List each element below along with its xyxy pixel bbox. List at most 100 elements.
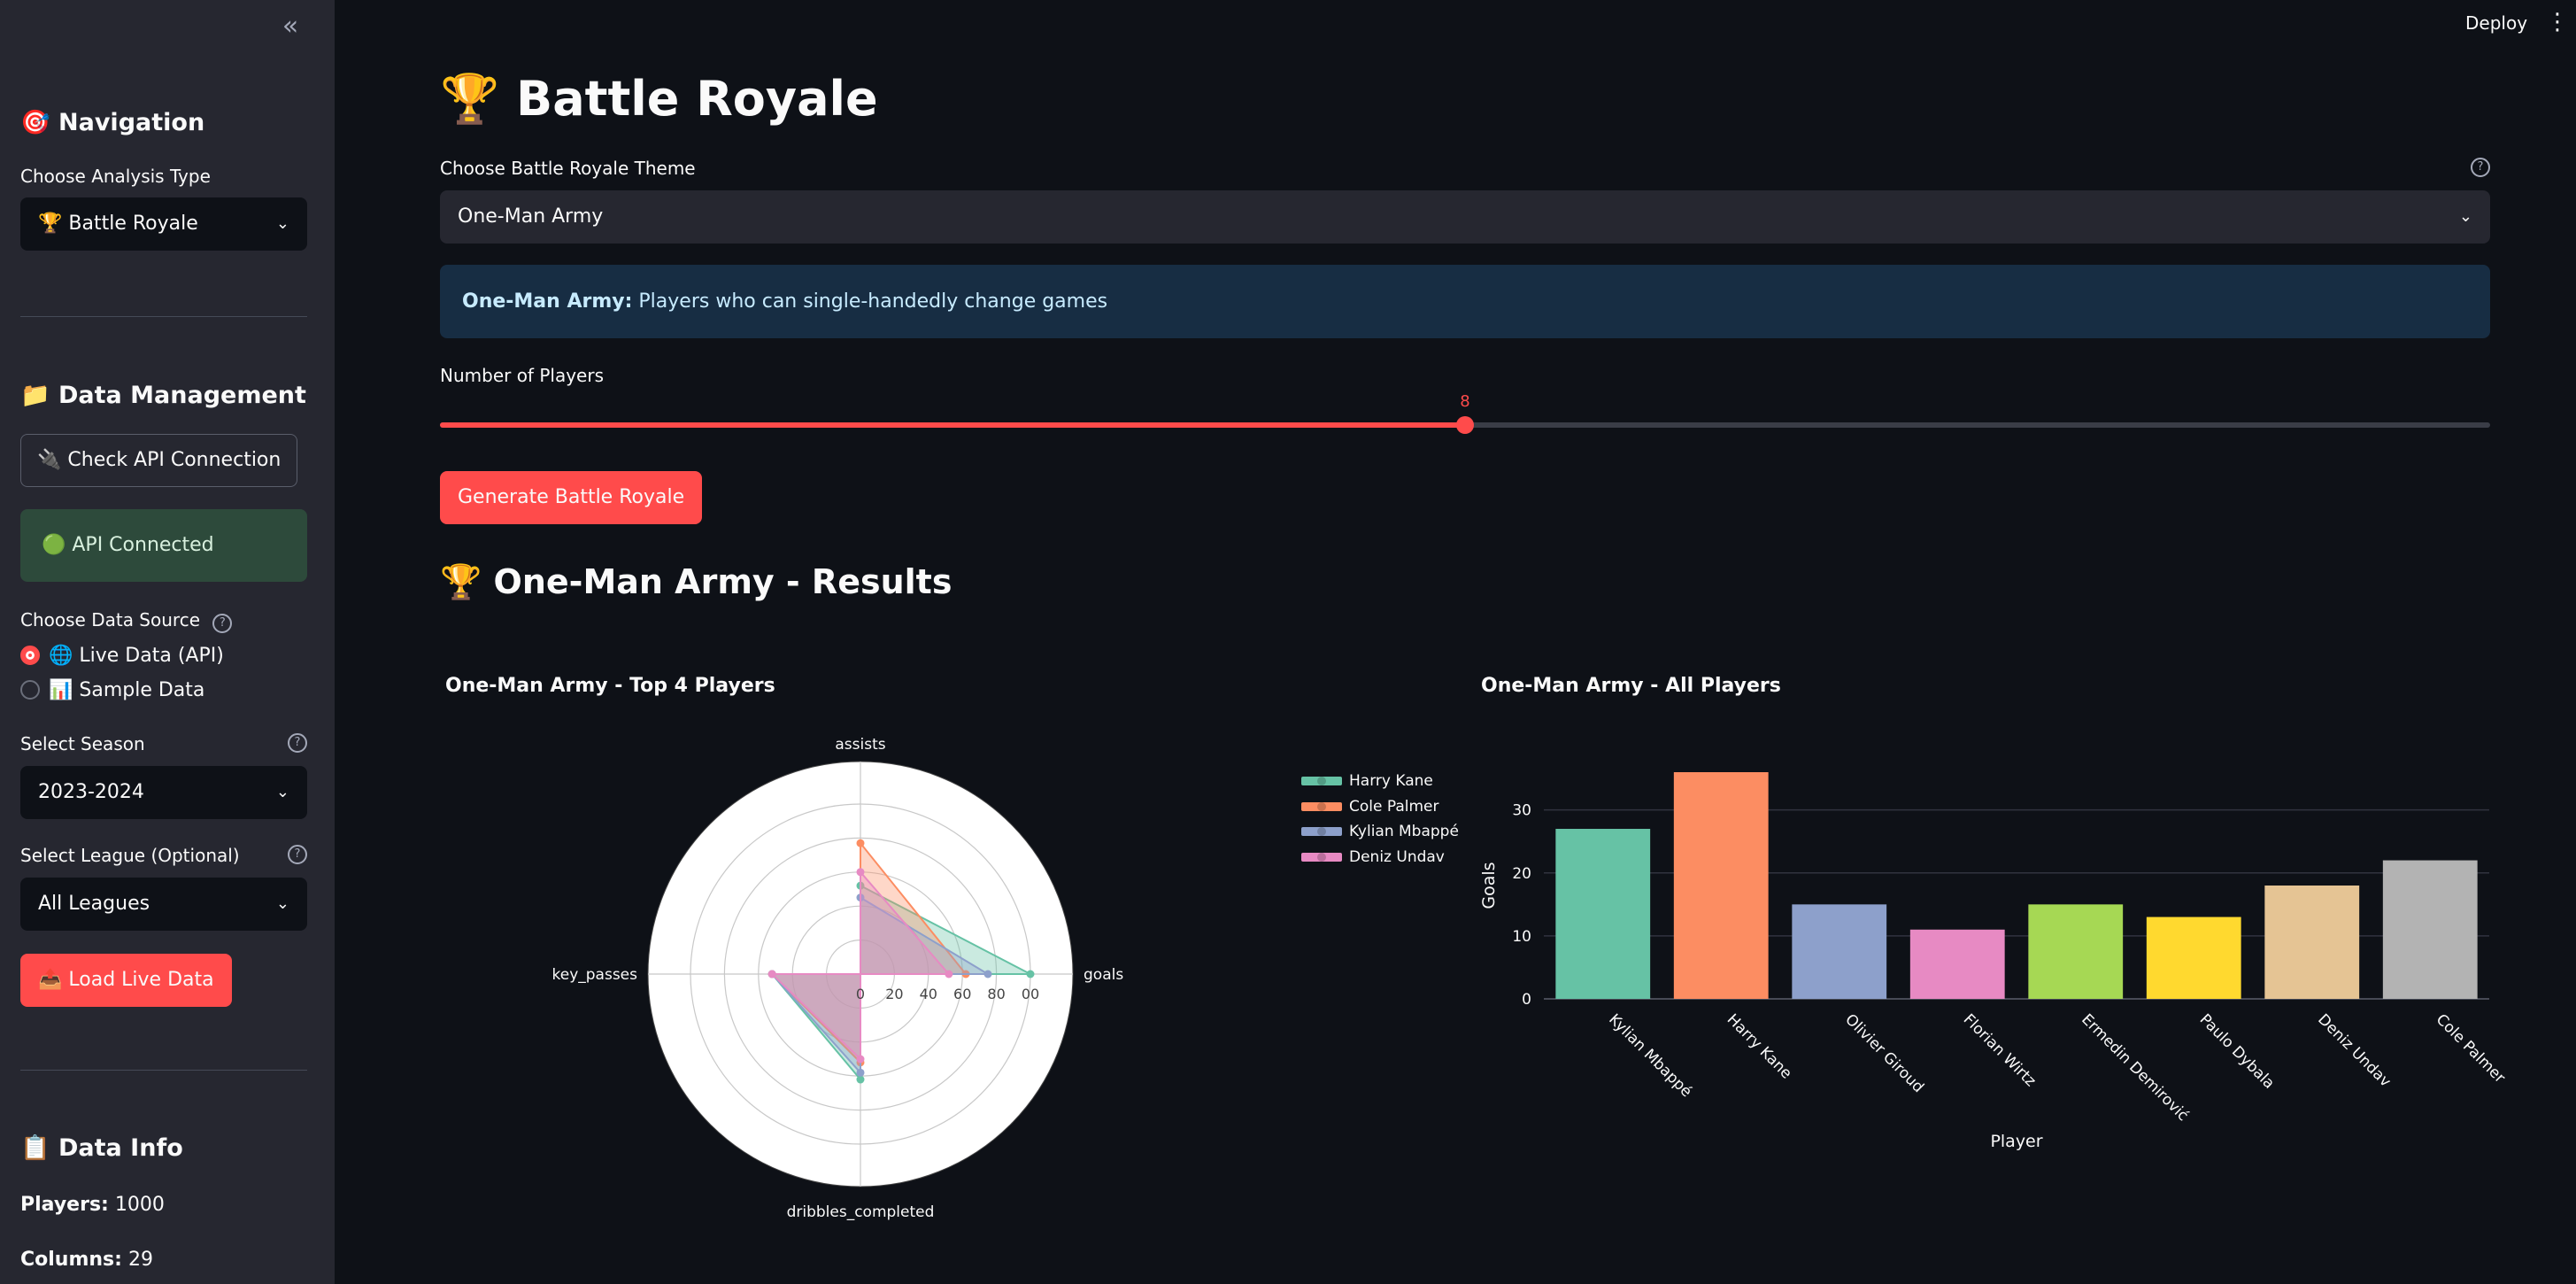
bar-x-tick-label: Paulo Dybala [2196, 1010, 2278, 1092]
bar-6 [2264, 886, 2360, 999]
radar-point [856, 1068, 865, 1077]
bar-7 [2382, 860, 2478, 999]
radio-live-data-label: 🌐 Live Data (API) [49, 645, 224, 667]
players-slider-label: Number of Players [440, 365, 604, 386]
radar-point [856, 1055, 865, 1064]
legend-item[interactable]: Deniz Undav [1301, 845, 1459, 870]
radio-sample-data-label: 📊 Sample Data [49, 679, 205, 701]
bar-x-tick-label: Deniz Undav [2314, 1010, 2394, 1090]
data-management-heading: 📁 Data Management [20, 382, 306, 409]
data-source-label: Choose Data Source ? [20, 609, 233, 633]
page-title: 🏆 Battle Royale [440, 71, 878, 127]
slider-thumb[interactable] [1456, 416, 1474, 434]
bar-2 [1792, 904, 1887, 999]
radar-axis-label: key_passes [552, 966, 638, 984]
radar-point [983, 970, 992, 978]
theme-label: Choose Battle Royale Theme ? [440, 158, 2490, 179]
help-icon[interactable]: ? [2471, 158, 2490, 177]
radar-chart-title: One-Man Army - Top 4 Players [445, 675, 775, 697]
radio-unselected-icon [20, 680, 40, 700]
players-count-label: Players: [20, 1194, 109, 1216]
help-icon[interactable]: ? [212, 614, 233, 633]
radar-axis-label: goals [1084, 966, 1123, 984]
help-icon[interactable]: ? [288, 845, 307, 864]
analysis-type-label: Choose Analysis Type [20, 166, 211, 187]
bar-1 [1673, 772, 1769, 999]
radar-tick-label: 60 [953, 986, 971, 1002]
bar-3 [1909, 929, 2005, 999]
chevron-down-icon: ⌄ [275, 214, 289, 233]
radar-tick-label: 0 [856, 986, 865, 1002]
players-count-value: 1000 [114, 1194, 165, 1216]
main-menu-icon[interactable]: ⋮ [2546, 9, 2569, 35]
radar-point [945, 970, 953, 978]
legend-item[interactable]: Kylian Mbappé [1301, 819, 1459, 845]
load-live-data-button[interactable]: 📤 Load Live Data [20, 954, 232, 1007]
radar-point [1026, 970, 1035, 978]
radar-axis-label: assists [835, 736, 885, 754]
analysis-type-value: 🏆 Battle Royale [38, 213, 198, 235]
chevron-down-icon: ⌄ [2458, 207, 2472, 226]
results-heading: 🏆 One-Man Army - Results [440, 562, 953, 601]
radio-sample-data[interactable]: 📊 Sample Data [20, 679, 204, 701]
bar-x-tick-label: Florian Wirtz [1960, 1010, 2040, 1090]
bar-y-tick-label: 0 [1522, 991, 1531, 1009]
chevron-down-icon: ⌄ [275, 894, 289, 913]
radio-selected-icon [20, 646, 40, 665]
slider-fill [440, 422, 1465, 428]
generate-battle-royale-button[interactable]: Generate Battle Royale [440, 471, 703, 524]
columns-count-value: 29 [127, 1249, 153, 1271]
season-label: Select Season ? [20, 733, 307, 754]
legend-swatch [1301, 777, 1342, 785]
radar-chart: 0 20 40 60 80 00 goals assists dribbles_complete… [552, 736, 1124, 1221]
radio-live-data[interactable]: 🌐 Live Data (API) [20, 645, 224, 667]
bar-y-axis-label: Goals [1479, 862, 1499, 909]
legend-item[interactable]: Harry Kane [1301, 769, 1459, 794]
bar-x-tick-label: Harry Kane [1724, 1010, 1795, 1082]
collapse-sidebar-icon[interactable]: « [282, 11, 299, 42]
radar-tick-label: 80 [987, 986, 1005, 1002]
bar-0 [1555, 829, 1651, 999]
help-icon[interactable]: ? [288, 733, 307, 753]
season-label-text: Select Season [20, 733, 145, 754]
theme-info-text: Players who can single-handedly change g… [632, 290, 1108, 313]
navigation-heading: 🎯 Navigation [20, 109, 205, 136]
slider-value: 8 [1460, 392, 1470, 411]
columns-count-label: Columns: [20, 1249, 122, 1271]
radar-point [856, 1075, 865, 1084]
data-source-label-text: Choose Data Source [20, 609, 200, 630]
legend-label: Kylian Mbappé [1349, 823, 1459, 840]
radar-point [856, 839, 865, 847]
bar-x-tick-label: Cole Palmer [2433, 1010, 2509, 1087]
sidebar: « 🎯 Navigation Choose Analysis Type 🏆 Ba… [0, 0, 335, 1284]
season-select[interactable]: 2023-2024 ⌄ [20, 766, 307, 819]
api-status-message: 🟢 API Connected [20, 509, 307, 582]
legend-label: Harry Kane [1349, 772, 1433, 790]
bar-y-tick-label: 30 [1512, 802, 1531, 820]
bar-x-axis-label: Player [1990, 1132, 2042, 1151]
theme-select[interactable]: One-Man Army ⌄ [440, 190, 2490, 244]
check-api-connection-button[interactable]: 🔌 Check API Connection [20, 434, 298, 487]
bar-y-tick-label: 10 [1512, 928, 1531, 946]
sidebar-divider [20, 1070, 307, 1071]
league-select[interactable]: All Leagues ⌄ [20, 878, 307, 931]
radar-tick-label: 00 [1022, 986, 1039, 1002]
theme-info-bold: One-Man Army: [462, 290, 633, 313]
analysis-type-select[interactable]: 🏆 Battle Royale ⌄ [20, 197, 307, 251]
bar-x-tick-label: Olivier Giroud [1841, 1010, 1927, 1096]
legend-item[interactable]: Cole Palmer [1301, 794, 1459, 820]
legend-swatch [1301, 852, 1342, 862]
players-slider[interactable]: 8 [440, 392, 2490, 434]
bar-chart-title: One-Man Army - All Players [1481, 675, 1781, 697]
theme-label-text: Choose Battle Royale Theme [440, 158, 696, 179]
bar-chart: 0 10 20 30 Kylian Mbappé Harry Kane Olivier Gi… [1479, 772, 2509, 1151]
legend-swatch [1301, 827, 1342, 836]
deploy-button[interactable]: Deploy [2465, 12, 2528, 34]
league-value: All Leagues [38, 893, 150, 915]
legend-label: Deniz Undav [1349, 847, 1445, 866]
radar-point [856, 868, 865, 877]
players-count: Players: 1000 [20, 1194, 165, 1216]
legend-swatch [1301, 801, 1342, 811]
bar-x-tick-label: Kylian Mbappé [1605, 1010, 1695, 1101]
season-value: 2023-2024 [38, 781, 144, 803]
